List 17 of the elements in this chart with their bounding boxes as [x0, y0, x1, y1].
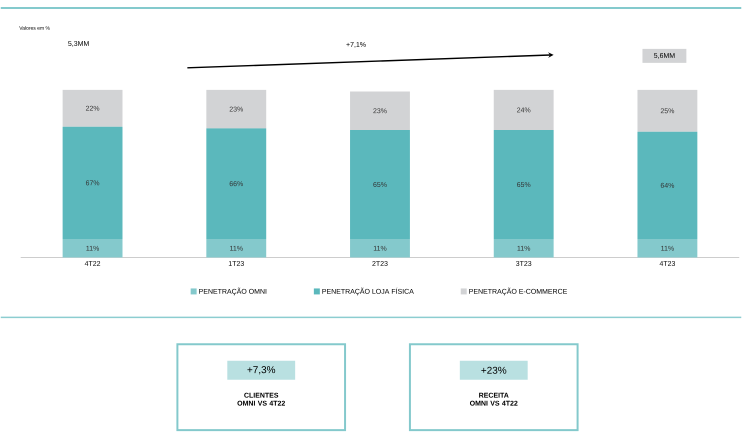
bar [206, 128, 266, 239]
bar [637, 238, 698, 258]
bar [206, 90, 266, 128]
bar [494, 90, 554, 130]
text: +7,3% [247, 366, 276, 374]
bar [62, 238, 123, 258]
bar [494, 130, 554, 239]
bar [494, 238, 554, 258]
bar [637, 90, 698, 132]
bar [62, 126, 123, 239]
bar [350, 238, 410, 258]
bar [350, 130, 410, 239]
bar [62, 90, 123, 127]
bar [637, 132, 698, 239]
text: +23% [481, 366, 506, 374]
bar [350, 91, 410, 130]
bar [206, 238, 266, 258]
